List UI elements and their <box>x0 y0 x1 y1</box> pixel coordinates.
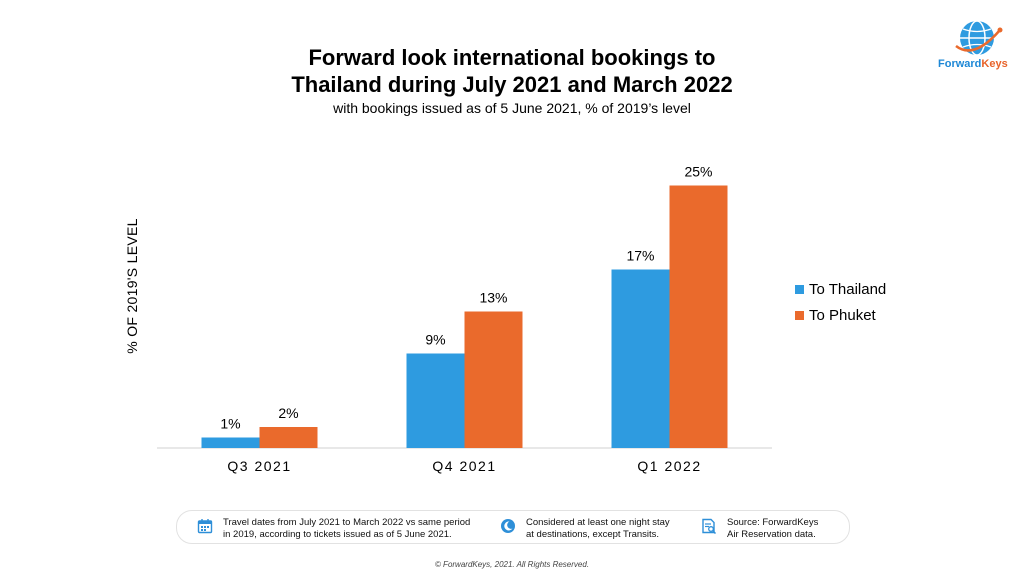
footer-note-3-line2: Air Reservation data. <box>727 529 816 540</box>
brand-forward: Forward <box>938 58 982 70</box>
data-label: 2% <box>278 405 298 421</box>
bar-to-phuket-q1-2022 <box>669 185 728 448</box>
chart-title: Forward look international bookings to T… <box>0 44 1024 98</box>
moon-icon <box>501 519 515 533</box>
y-axis-label: % OF 2019'S LEVEL <box>124 218 140 354</box>
legend-label-phuket: To Phuket <box>809 306 876 324</box>
x-tick-label: Q1 2022 <box>637 458 701 474</box>
legend: To Thailand To Phuket <box>795 276 886 328</box>
footer-note-night-stay: Considered at least one night stay at de… <box>526 517 670 541</box>
chart-title-line1: Forward look international bookings to <box>308 45 716 70</box>
footer-note-2-line1: Considered at least one night stay <box>526 517 670 528</box>
calendar-icon <box>197 519 213 534</box>
data-label: 17% <box>626 248 654 264</box>
legend-item-phuket: To Phuket <box>795 302 886 328</box>
footer-note-1-line1: Travel dates from July 2021 to March 202… <box>223 517 471 528</box>
brand-logo-text: ForwardKeys <box>938 58 1008 70</box>
legend-label-thailand: To Thailand <box>809 280 887 298</box>
footer-notes: Travel dates from July 2021 to March 202… <box>176 510 850 544</box>
footer-note-source: Source: ForwardKeys Air Reservation data… <box>727 517 818 541</box>
bar-to-phuket-q4-2021 <box>464 311 523 448</box>
data-source-icon <box>702 518 717 534</box>
data-label: 13% <box>479 290 507 306</box>
bar-to-thailand-q3-2021 <box>201 437 260 448</box>
bar-to-phuket-q3-2021 <box>259 427 318 448</box>
chart-title-line2: Thailand during July 2021 and March 2022 <box>291 72 733 97</box>
globe-icon <box>955 20 1003 56</box>
legend-item-thailand: To Thailand <box>795 276 886 302</box>
footer-note-2-line2: at destinations, except Transits. <box>526 529 660 540</box>
footer-note-travel-dates: Travel dates from July 2021 to March 202… <box>223 517 470 541</box>
bar-to-thailand-q4-2021 <box>406 353 465 448</box>
legend-swatch-thailand <box>795 284 804 294</box>
brand-keys: Keys <box>981 58 1008 70</box>
footer-note-1-line2: in 2019, according to tickets issued as … <box>223 529 452 540</box>
copyright: © ForwardKeys, 2021. All Rights Reserved… <box>434 560 590 569</box>
x-tick-label: Q4 2021 <box>432 458 496 474</box>
data-label: 25% <box>684 164 712 180</box>
x-tick-label: Q3 2021 <box>227 458 291 474</box>
chart-subtitle: with bookings issued as of 5 June 2021, … <box>333 100 691 116</box>
data-label: 9% <box>425 332 445 348</box>
data-label: 1% <box>220 416 240 432</box>
bar-to-thailand-q1-2022 <box>611 269 670 448</box>
footer-note-3-line1: Source: ForwardKeys <box>727 517 819 528</box>
legend-swatch-phuket <box>795 310 804 320</box>
